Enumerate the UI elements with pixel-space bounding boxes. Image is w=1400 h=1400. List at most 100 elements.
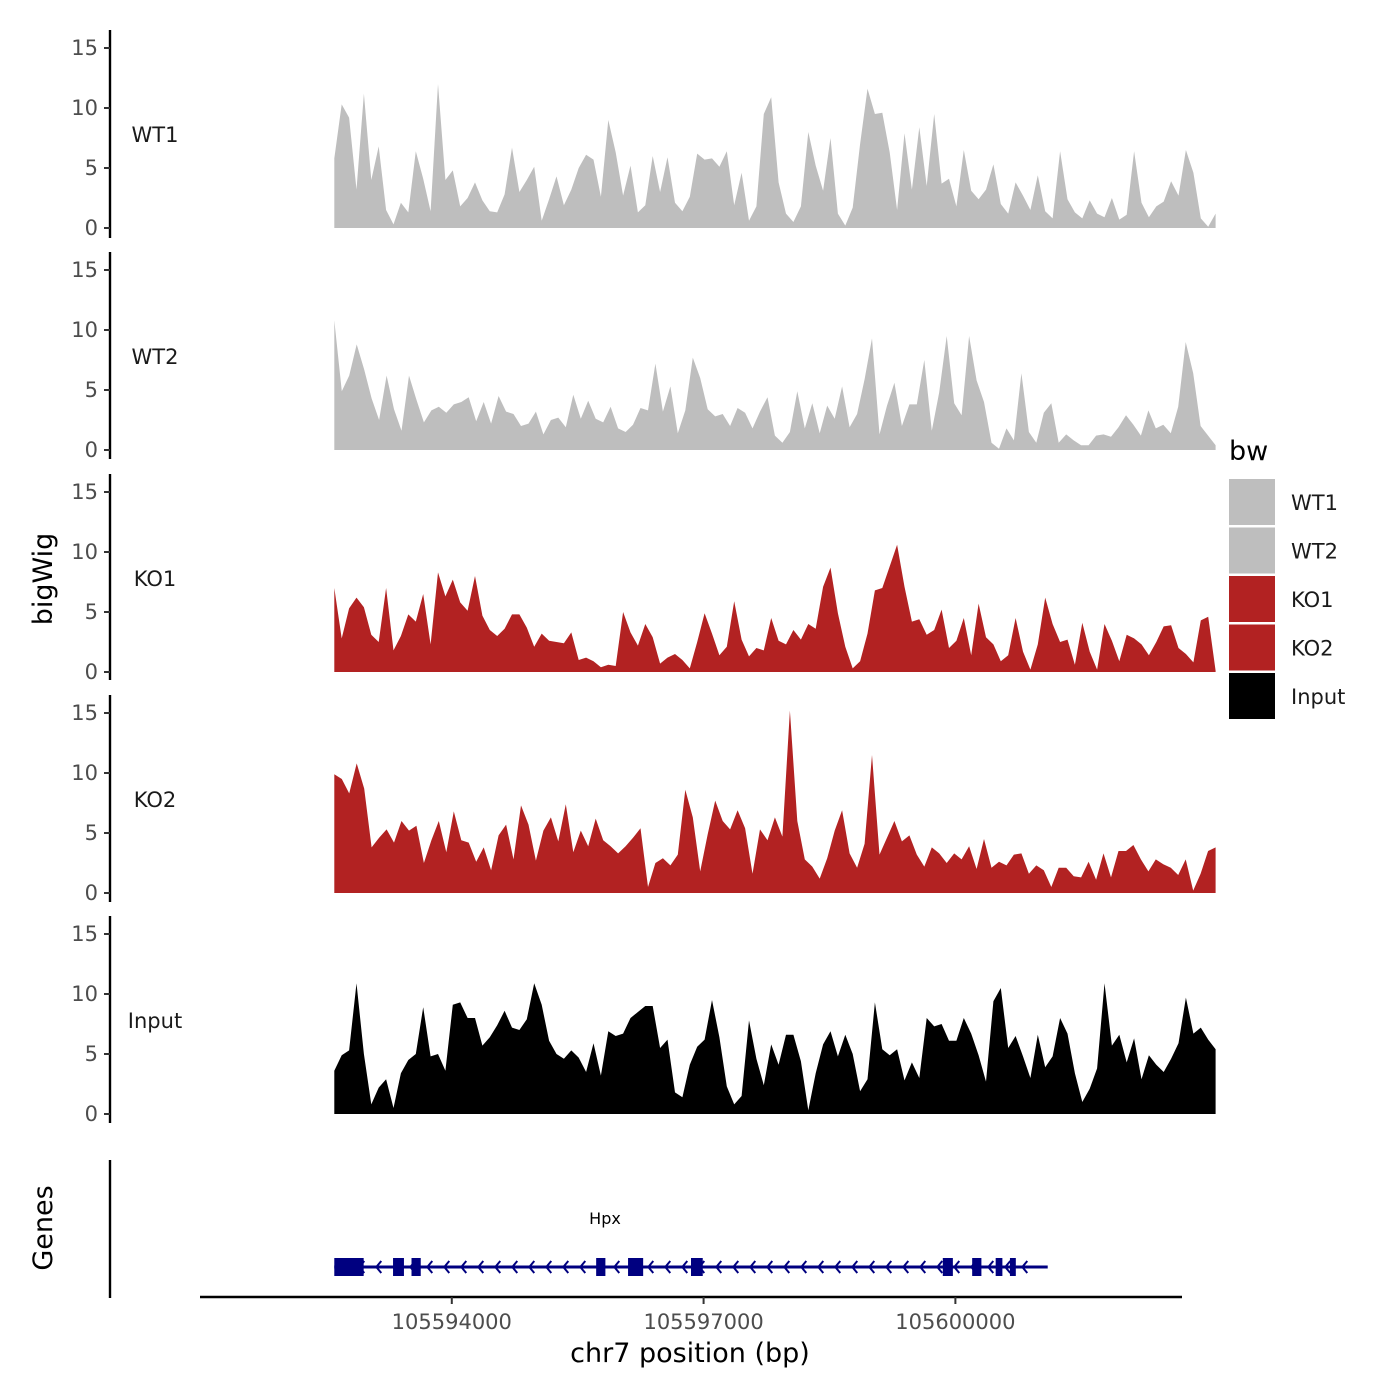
track-label: KO1 bbox=[134, 567, 177, 591]
area-ko1 bbox=[334, 544, 1216, 672]
strand-arrow bbox=[986, 1260, 995, 1274]
strand-arrow bbox=[850, 1260, 859, 1274]
legend-swatch bbox=[1229, 673, 1275, 719]
y-tick-label: 10 bbox=[71, 761, 98, 785]
y-tick-label: 5 bbox=[85, 821, 98, 845]
legend-title: bw bbox=[1229, 436, 1268, 467]
y-tick-label: 0 bbox=[85, 881, 98, 905]
strand-arrow bbox=[544, 1260, 553, 1274]
strand-arrow bbox=[493, 1260, 502, 1274]
gene-exon bbox=[628, 1258, 644, 1276]
strand-arrow bbox=[935, 1260, 944, 1274]
strand-arrow bbox=[731, 1260, 740, 1274]
gene-exon bbox=[995, 1258, 1003, 1276]
legend-label: WT1 bbox=[1291, 491, 1338, 515]
strand-arrow bbox=[1003, 1260, 1012, 1274]
strand-arrow bbox=[425, 1260, 434, 1274]
gene-label: Hpx bbox=[589, 1209, 621, 1228]
strand-arrow bbox=[374, 1260, 383, 1274]
y-tick-label: 5 bbox=[85, 378, 98, 402]
legend-label: KO2 bbox=[1291, 637, 1334, 661]
strand-arrow bbox=[1020, 1260, 1029, 1274]
y-axis-title: bigWig bbox=[28, 533, 59, 626]
y-tick-label: 10 bbox=[71, 540, 98, 564]
y-tick-label: 0 bbox=[85, 438, 98, 462]
gene-exon bbox=[942, 1258, 953, 1276]
strand-arrow bbox=[833, 1260, 842, 1274]
y-tick-label: 0 bbox=[85, 216, 98, 240]
y-tick-label: 5 bbox=[85, 156, 98, 180]
strand-arrow bbox=[459, 1260, 468, 1274]
track-label: WT2 bbox=[132, 345, 179, 369]
strand-arrow bbox=[561, 1260, 570, 1274]
y-tick-label: 10 bbox=[71, 96, 98, 120]
strand-arrow bbox=[918, 1260, 927, 1274]
genes-axis-title: Genes bbox=[28, 1185, 59, 1270]
strand-arrow bbox=[527, 1260, 536, 1274]
y-tick-label: 15 bbox=[71, 480, 98, 504]
legend-swatch bbox=[1229, 576, 1275, 622]
strand-arrow bbox=[476, 1260, 485, 1274]
legend-swatch bbox=[1229, 624, 1275, 671]
x-axis: 105594000 105597000 105600000 bbox=[200, 1295, 1182, 1334]
strand-arrow bbox=[799, 1260, 808, 1274]
strand-arrow bbox=[442, 1260, 451, 1274]
gene-exon bbox=[411, 1258, 421, 1276]
gene-panel: Hpx bbox=[108, 1160, 1048, 1298]
legend-label: KO1 bbox=[1291, 588, 1334, 612]
y-tick-label: 15 bbox=[71, 701, 98, 725]
strand-arrow bbox=[884, 1260, 893, 1274]
y-tick-label: 5 bbox=[85, 600, 98, 624]
strand-arrow bbox=[867, 1260, 876, 1274]
gene-exon bbox=[334, 1258, 364, 1276]
legend-label: WT2 bbox=[1291, 540, 1338, 564]
area-ko2 bbox=[334, 710, 1216, 893]
gene-exon bbox=[691, 1258, 703, 1276]
area-wt2 bbox=[334, 320, 1216, 450]
track-wt1: 0 5 10 15 WT1 bbox=[71, 30, 1216, 240]
gene-exon bbox=[1009, 1258, 1016, 1276]
x-tick-label: 105600000 bbox=[895, 1310, 1015, 1334]
strand-arrow bbox=[510, 1260, 519, 1274]
area-wt1 bbox=[334, 84, 1216, 228]
x-axis-title: chr7 position (bp) bbox=[570, 1338, 810, 1369]
track-ko1: 0 5 10 15 KO1 bbox=[71, 474, 1216, 684]
area-input bbox=[334, 983, 1216, 1114]
strand-arrow bbox=[578, 1260, 587, 1274]
legend: bw WT1 WT2 KO1 KO2 Input bbox=[1229, 436, 1345, 719]
legend-label: Input bbox=[1291, 685, 1345, 709]
strand-arrow bbox=[663, 1260, 672, 1274]
strand-arrow bbox=[612, 1260, 621, 1274]
y-tick-label: 5 bbox=[85, 1042, 98, 1066]
x-tick-label: 105594000 bbox=[392, 1310, 512, 1334]
y-tick-label: 0 bbox=[85, 1102, 98, 1126]
strand-arrow bbox=[816, 1260, 825, 1274]
strand-arrow bbox=[680, 1260, 689, 1274]
legend-swatch bbox=[1229, 527, 1275, 574]
strand-arrow bbox=[952, 1260, 961, 1274]
track-input: 0 5 10 15 Input bbox=[71, 916, 1216, 1126]
track-ko2: 0 5 10 15 KO2 bbox=[71, 695, 1216, 905]
strand-arrow bbox=[646, 1260, 655, 1274]
track-label: WT1 bbox=[132, 123, 179, 147]
y-tick-label: 0 bbox=[85, 660, 98, 684]
gene-exon bbox=[393, 1258, 404, 1276]
gene-exon bbox=[596, 1258, 606, 1276]
track-label: Input bbox=[128, 1009, 182, 1033]
strand-arrow bbox=[901, 1260, 910, 1274]
track-wt2: 0 5 10 15 WT2 bbox=[71, 252, 1216, 462]
tracks: 0 5 10 15 WT1 0 5 10 15 WT2 0 5 10 15 KO1 0 5 10 15 KO2 0 5 10… bbox=[71, 30, 1216, 1126]
legend-swatch bbox=[1229, 479, 1275, 525]
y-tick-label: 15 bbox=[71, 258, 98, 282]
y-tick-label: 10 bbox=[71, 982, 98, 1006]
gene-exon bbox=[972, 1258, 982, 1276]
strand-arrow bbox=[782, 1260, 791, 1274]
track-label: KO2 bbox=[134, 788, 177, 812]
y-tick-label: 15 bbox=[71, 922, 98, 946]
strand-arrow bbox=[765, 1260, 774, 1274]
y-tick-label: 10 bbox=[71, 318, 98, 342]
x-tick-label: 105597000 bbox=[643, 1310, 763, 1334]
strand-arrow bbox=[714, 1260, 723, 1274]
